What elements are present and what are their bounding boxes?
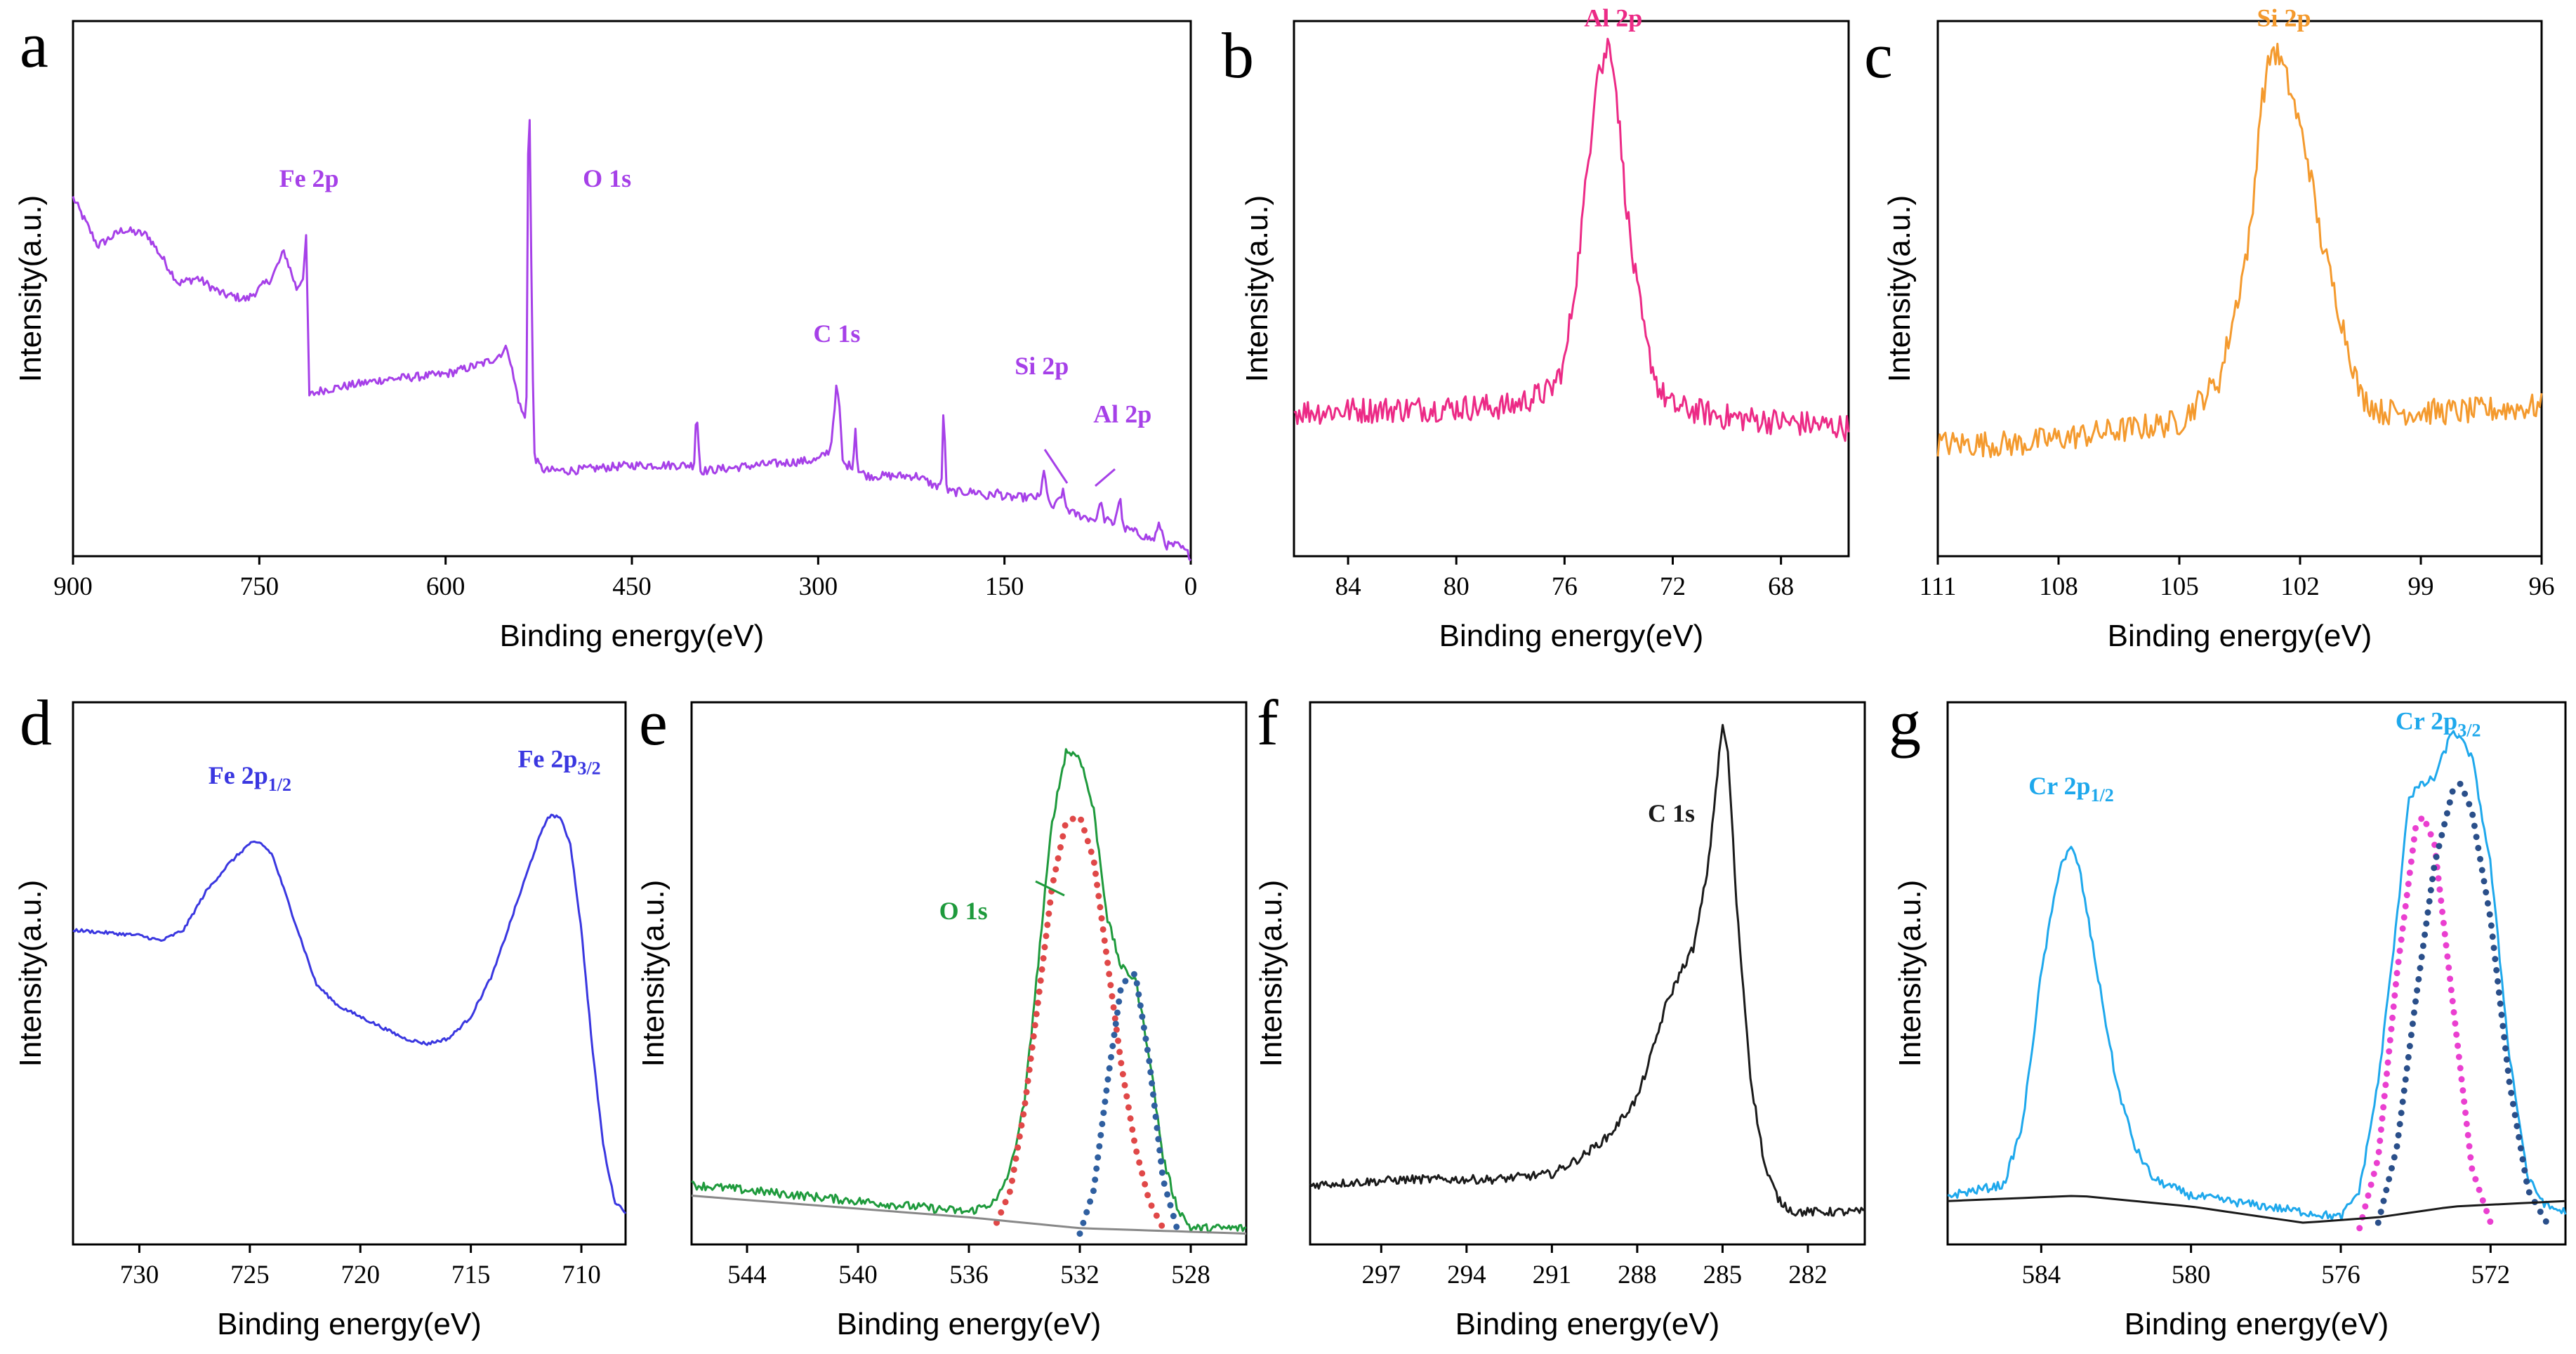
x-tick-label-f: 288 bbox=[1618, 1261, 1657, 1289]
plot-frame-f bbox=[1309, 701, 1866, 1246]
peak-label-f-0: C 1s bbox=[1648, 799, 1695, 827]
leader-line-si bbox=[1043, 449, 1069, 484]
x-axis-label-d: Binding energy(eV) bbox=[217, 1307, 482, 1341]
x-axis-label-e: Binding energy(eV) bbox=[837, 1307, 1102, 1341]
x-tick-label-a: 750 bbox=[240, 572, 279, 601]
peak-label-a-2: C 1s bbox=[813, 320, 860, 348]
x-axis-label-f: Binding energy(eV) bbox=[1455, 1307, 1720, 1341]
series-line-d-0 bbox=[72, 813, 627, 1214]
x-tick-label-g: 580 bbox=[2172, 1261, 2211, 1289]
series-line-g-2 bbox=[2374, 780, 2550, 1226]
leader-line-al bbox=[1095, 468, 1116, 487]
x-tick-label-a: 150 bbox=[985, 572, 1024, 601]
x-tick-label-c: 99 bbox=[2408, 572, 2434, 601]
x-tick-label-d: 715 bbox=[451, 1261, 491, 1289]
plot-frame-g bbox=[1946, 701, 2567, 1246]
x-tick-label-a: 600 bbox=[426, 572, 465, 601]
x-tick-label-a: 0 bbox=[1184, 572, 1198, 601]
x-tick-label-g: 584 bbox=[2022, 1261, 2061, 1289]
x-axis-label-c: Binding energy(eV) bbox=[2108, 619, 2372, 653]
x-axis-label-b: Binding energy(eV) bbox=[1439, 619, 1704, 653]
series-line-g-3 bbox=[1947, 1195, 2566, 1224]
x-tick-label-e: 540 bbox=[838, 1261, 878, 1289]
series-line-e-2 bbox=[1076, 970, 1180, 1237]
x-tick-label-g: 572 bbox=[2471, 1261, 2511, 1289]
peak-label-a-3: Si 2p bbox=[1015, 352, 1069, 380]
peak-label-a-4: Al 2p bbox=[1093, 400, 1151, 428]
x-axis-label-g: Binding energy(eV) bbox=[2125, 1307, 2389, 1341]
series-line-b-0 bbox=[1293, 37, 1850, 442]
x-tick-label-f: 297 bbox=[1362, 1261, 1401, 1289]
y-axis-label-c: Intensity(a.u.) bbox=[1882, 195, 1917, 383]
peak-label-a-1: O 1s bbox=[583, 164, 631, 192]
panel-letter-g: g bbox=[1889, 687, 1921, 758]
panel-letter-e: e bbox=[639, 687, 668, 758]
x-tick-label-d: 720 bbox=[341, 1261, 380, 1289]
x-tick-label-f: 285 bbox=[1703, 1261, 1743, 1289]
x-tick-label-e: 536 bbox=[949, 1261, 989, 1289]
x-tick-label-d: 710 bbox=[562, 1261, 601, 1289]
peak-label-c-0: Si 2p bbox=[2257, 4, 2311, 32]
x-tick-label-b: 84 bbox=[1335, 572, 1361, 601]
x-tick-label-e: 544 bbox=[727, 1261, 767, 1289]
peak-label-d-1: Fe 2p3/2 bbox=[517, 745, 600, 779]
x-tick-label-c: 102 bbox=[2280, 572, 2320, 601]
x-tick-label-g: 576 bbox=[2321, 1261, 2360, 1289]
plot-frame-a bbox=[72, 20, 1192, 558]
peak-label-a-0: Fe 2p bbox=[279, 164, 339, 192]
y-axis-label-f: Intensity(a.u.) bbox=[1254, 880, 1288, 1067]
panel-letter-a: a bbox=[20, 9, 48, 81]
panel-letter-c: c bbox=[1864, 20, 1893, 91]
x-tick-label-e: 532 bbox=[1060, 1261, 1099, 1289]
series-line-c-0 bbox=[1936, 42, 2543, 459]
plot-frame-b bbox=[1293, 20, 1850, 558]
x-tick-label-c: 111 bbox=[1920, 572, 1957, 601]
y-axis-label-b: Intensity(a.u.) bbox=[1240, 195, 1274, 383]
plot-frame-c bbox=[1936, 20, 2543, 558]
series-line-a-0 bbox=[72, 119, 1192, 562]
x-tick-label-b: 72 bbox=[1660, 572, 1686, 601]
x-tick-label-a: 450 bbox=[612, 572, 652, 601]
x-tick-label-c: 105 bbox=[2160, 572, 2199, 601]
x-tick-label-c: 108 bbox=[2039, 572, 2078, 601]
x-tick-label-b: 68 bbox=[1768, 572, 1794, 601]
peak-label-e-0: O 1s bbox=[939, 897, 988, 925]
panel-letter-f: f bbox=[1257, 687, 1279, 758]
peak-label-g-1: Cr 2p3/2 bbox=[2396, 707, 2481, 741]
x-tick-label-f: 282 bbox=[1788, 1261, 1828, 1289]
x-tick-label-c: 96 bbox=[2529, 572, 2555, 601]
x-tick-label-d: 725 bbox=[230, 1261, 270, 1289]
peak-label-d-0: Fe 2p1/2 bbox=[209, 761, 291, 795]
series-line-e-0 bbox=[691, 748, 1247, 1234]
y-axis-label-a: Intensity(a.u.) bbox=[13, 195, 48, 383]
x-tick-label-e: 528 bbox=[1171, 1261, 1210, 1289]
y-axis-label-g: Intensity(a.u.) bbox=[1893, 880, 1927, 1067]
plot-frame-d bbox=[72, 701, 627, 1246]
x-axis-label-a: Binding energy(eV) bbox=[500, 619, 765, 653]
panel-letter-b: b bbox=[1222, 20, 1254, 91]
series-line-f-0 bbox=[1309, 723, 1865, 1217]
x-tick-label-a: 300 bbox=[799, 572, 838, 601]
panel-letter-d: d bbox=[20, 687, 52, 758]
x-tick-label-b: 80 bbox=[1444, 572, 1469, 601]
peak-label-b-0: Al 2p bbox=[1584, 4, 1642, 32]
leader-line-o1s bbox=[1035, 880, 1065, 897]
y-axis-label-e: Intensity(a.u.) bbox=[636, 880, 671, 1067]
x-tick-label-d: 730 bbox=[120, 1261, 159, 1289]
y-axis-label-d: Intensity(a.u.) bbox=[13, 880, 48, 1067]
peak-label-g-0: Cr 2p1/2 bbox=[2028, 772, 2114, 806]
series-line-e-1 bbox=[993, 813, 1166, 1232]
x-tick-label-b: 76 bbox=[1552, 572, 1578, 601]
series-line-g-1 bbox=[2356, 813, 2494, 1232]
series-line-g-0 bbox=[1947, 730, 2567, 1221]
series-line-e-3 bbox=[691, 1195, 1247, 1235]
x-tick-label-a: 900 bbox=[53, 572, 93, 601]
x-tick-label-f: 294 bbox=[1447, 1261, 1486, 1289]
x-tick-label-f: 291 bbox=[1533, 1261, 1572, 1289]
